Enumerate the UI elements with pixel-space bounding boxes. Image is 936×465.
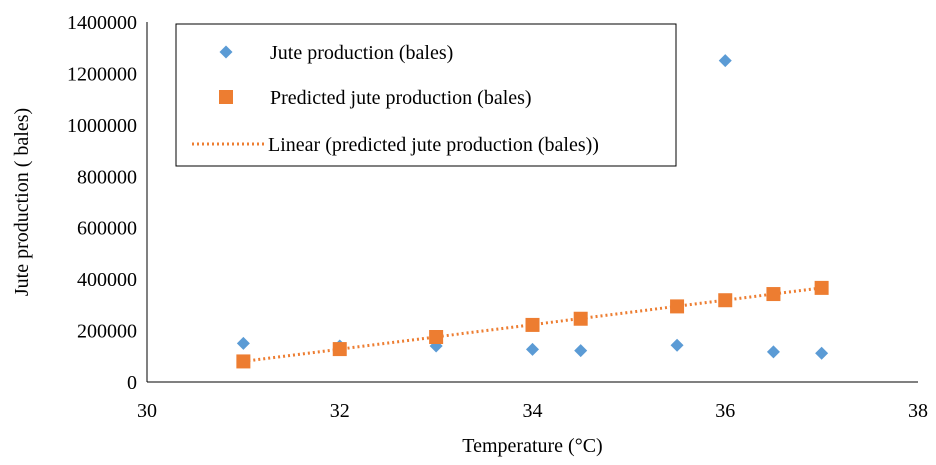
data-point-predicted-jute-production bbox=[332, 342, 347, 357]
y-tick-label: 800000 bbox=[77, 166, 137, 188]
legend: Jute production (bales) Predicted jute p… bbox=[175, 23, 677, 167]
y-tick-label: 1200000 bbox=[67, 63, 137, 85]
data-point-jute-production bbox=[574, 344, 588, 358]
data-point-jute-production bbox=[815, 346, 829, 360]
axes bbox=[146, 22, 918, 383]
x-tick-label: 38 bbox=[908, 400, 928, 422]
data-point-predicted-jute-production bbox=[814, 280, 829, 295]
legend-diamond-icon bbox=[219, 45, 233, 59]
legend-label-predicted-jute-production: Predicted jute production (bales) bbox=[270, 87, 532, 109]
x-tick-label: 32 bbox=[330, 400, 350, 422]
y-tick-label: 600000 bbox=[77, 218, 137, 240]
y-axis-title: Jute production ( bales) bbox=[11, 108, 33, 296]
y-tick-label: 400000 bbox=[77, 269, 137, 291]
x-tick-label: 34 bbox=[523, 400, 543, 422]
y-tick-label: 0 bbox=[127, 372, 137, 394]
y-tick-labels: 0 200000 400000 600000 800000 1000000 1200000 1… bbox=[67, 12, 137, 394]
y-tick-label: 1000000 bbox=[67, 115, 137, 137]
x-tick-labels: 30 32 34 36 38 bbox=[137, 400, 928, 422]
x-axis-title: Temperature (°C) bbox=[462, 435, 602, 457]
legend-label-linear-trendline: Linear (predicted jute production (bales… bbox=[268, 134, 599, 156]
series-predicted-jute-production bbox=[236, 280, 829, 369]
data-point-predicted-jute-production bbox=[525, 317, 540, 332]
data-point-predicted-jute-production bbox=[766, 287, 781, 302]
legend-marker-diamond bbox=[219, 45, 233, 59]
x-tick-label: 36 bbox=[715, 400, 735, 422]
data-point-predicted-jute-production bbox=[670, 299, 685, 314]
legend-marker-square bbox=[219, 90, 233, 104]
data-point-jute-production bbox=[766, 345, 780, 359]
data-point-jute-production bbox=[718, 54, 732, 68]
data-point-predicted-jute-production bbox=[718, 293, 733, 308]
legend-label-jute-production: Jute production (bales) bbox=[270, 42, 453, 64]
data-point-jute-production bbox=[526, 342, 539, 356]
data-point-predicted-jute-production bbox=[573, 311, 588, 326]
y-tick-label: 1400000 bbox=[67, 12, 137, 34]
y-tick-label: 200000 bbox=[77, 321, 137, 343]
data-point-predicted-jute-production bbox=[236, 354, 251, 369]
x-tick-label: 30 bbox=[137, 400, 157, 422]
legend-square-icon bbox=[219, 90, 233, 104]
data-point-jute-production bbox=[236, 336, 250, 350]
data-point-predicted-jute-production bbox=[429, 330, 444, 344]
legend-box bbox=[175, 23, 677, 167]
data-point-jute-production bbox=[670, 338, 684, 352]
